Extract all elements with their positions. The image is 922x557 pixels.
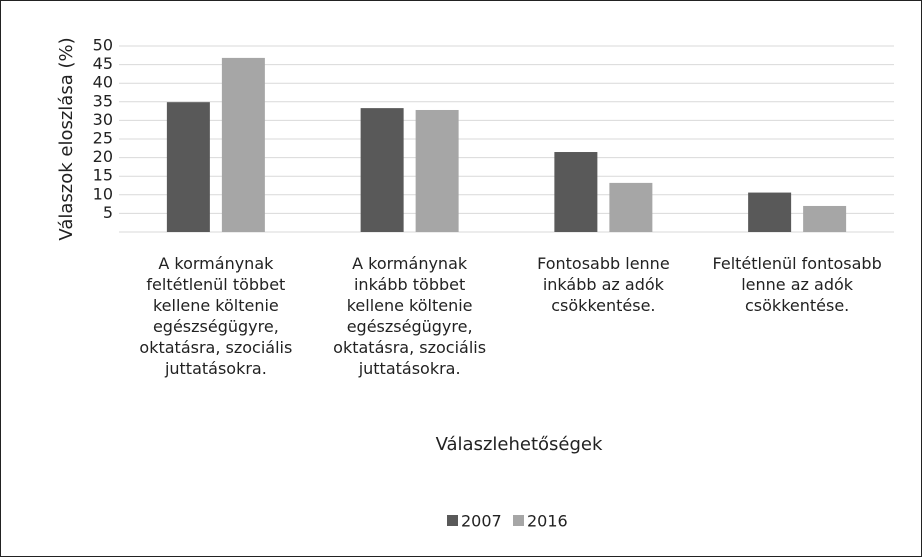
bar (166, 102, 210, 232)
x-axis-title: Válaszlehetőségek (436, 434, 603, 455)
y-tick-label: 5 (103, 203, 113, 222)
y-tick-label: 30 (93, 110, 113, 129)
y-tick-label: 50 (93, 36, 113, 55)
legend-swatch (513, 515, 524, 526)
legend-label: 2016 (527, 512, 568, 531)
bar (415, 109, 459, 232)
bar (748, 192, 792, 232)
bar (360, 108, 404, 232)
y-tick-label: 25 (93, 129, 113, 148)
bar (221, 57, 265, 233)
legend-swatch (447, 515, 458, 526)
legend-label: 2007 (461, 512, 502, 531)
y-tick-label: 20 (93, 147, 113, 166)
y-tick-label: 35 (93, 91, 113, 110)
bar (554, 152, 598, 232)
y-axis-title: Válaszok eloszlása (%) (56, 37, 77, 240)
x-tick-label: Feltétlenül fontosabb lenne az adók csök… (712, 254, 882, 315)
y-tick-label: 10 (93, 184, 113, 203)
bar (803, 205, 847, 232)
y-tick-label: 40 (93, 73, 113, 92)
y-tick-label: 45 (93, 54, 113, 73)
x-tick-label: A kormánynak inkább többet kellene költe… (333, 254, 487, 378)
x-tick-label: Fontosabb lenne inkább az adók csökkenté… (537, 254, 670, 315)
x-tick-label: A kormánynak feltétlenül többet kellene … (139, 254, 293, 378)
bar (609, 182, 653, 232)
y-tick-label: 15 (93, 166, 113, 185)
